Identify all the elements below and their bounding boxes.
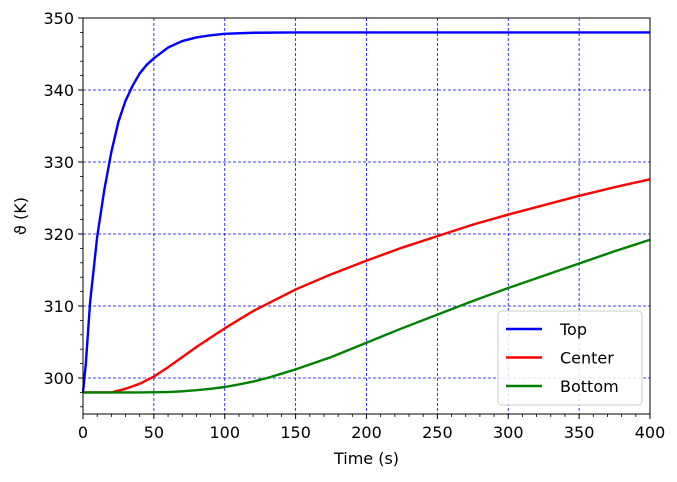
legend: Top Center Bottom <box>497 310 643 406</box>
legend-box <box>497 310 643 406</box>
y-tick-label: 310 <box>43 297 74 316</box>
x-tick-label: 50 <box>144 423 164 442</box>
y-axis-label: ϑ (K) <box>11 197 30 235</box>
y-tick-label: 300 <box>43 369 74 388</box>
y-tick-label: 350 <box>43 9 74 28</box>
axis-ticks: 0 50 100 150 200 250 300 350 400 300 310 320 330 340 3… <box>43 9 665 442</box>
x-tick-label: 100 <box>209 423 240 442</box>
x-tick-label: 400 <box>635 423 666 442</box>
x-axis-label: Time (s) <box>333 449 399 468</box>
x-tick-label: 200 <box>351 423 382 442</box>
x-tick-label: 150 <box>280 423 311 442</box>
series-lines <box>81 31 651 394</box>
series-line-top <box>81 31 650 393</box>
y-tick-label: 340 <box>43 81 74 100</box>
legend-label-center: Center <box>560 349 614 368</box>
x-tick-label: 0 <box>78 423 88 442</box>
x-tick-label: 250 <box>422 423 453 442</box>
y-tick-label: 330 <box>43 153 74 172</box>
legend-label-bottom: Bottom <box>560 377 619 396</box>
x-tick-label: 350 <box>564 423 595 442</box>
x-tick-label: 300 <box>493 423 524 442</box>
series-line-bottom <box>83 238 651 394</box>
y-tick-label: 320 <box>43 225 74 244</box>
legend-label-top: Top <box>559 320 587 339</box>
series-line-center <box>83 178 651 394</box>
